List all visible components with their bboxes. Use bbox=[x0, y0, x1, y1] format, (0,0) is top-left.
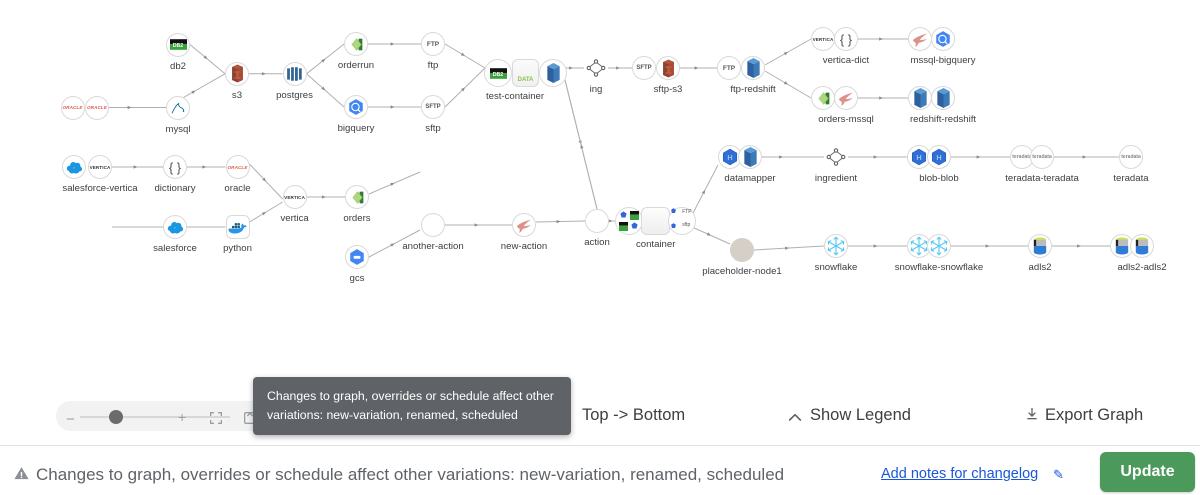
svg-text:H: H bbox=[916, 153, 921, 162]
svg-text:H: H bbox=[936, 153, 941, 162]
svg-text:H: H bbox=[727, 153, 732, 162]
